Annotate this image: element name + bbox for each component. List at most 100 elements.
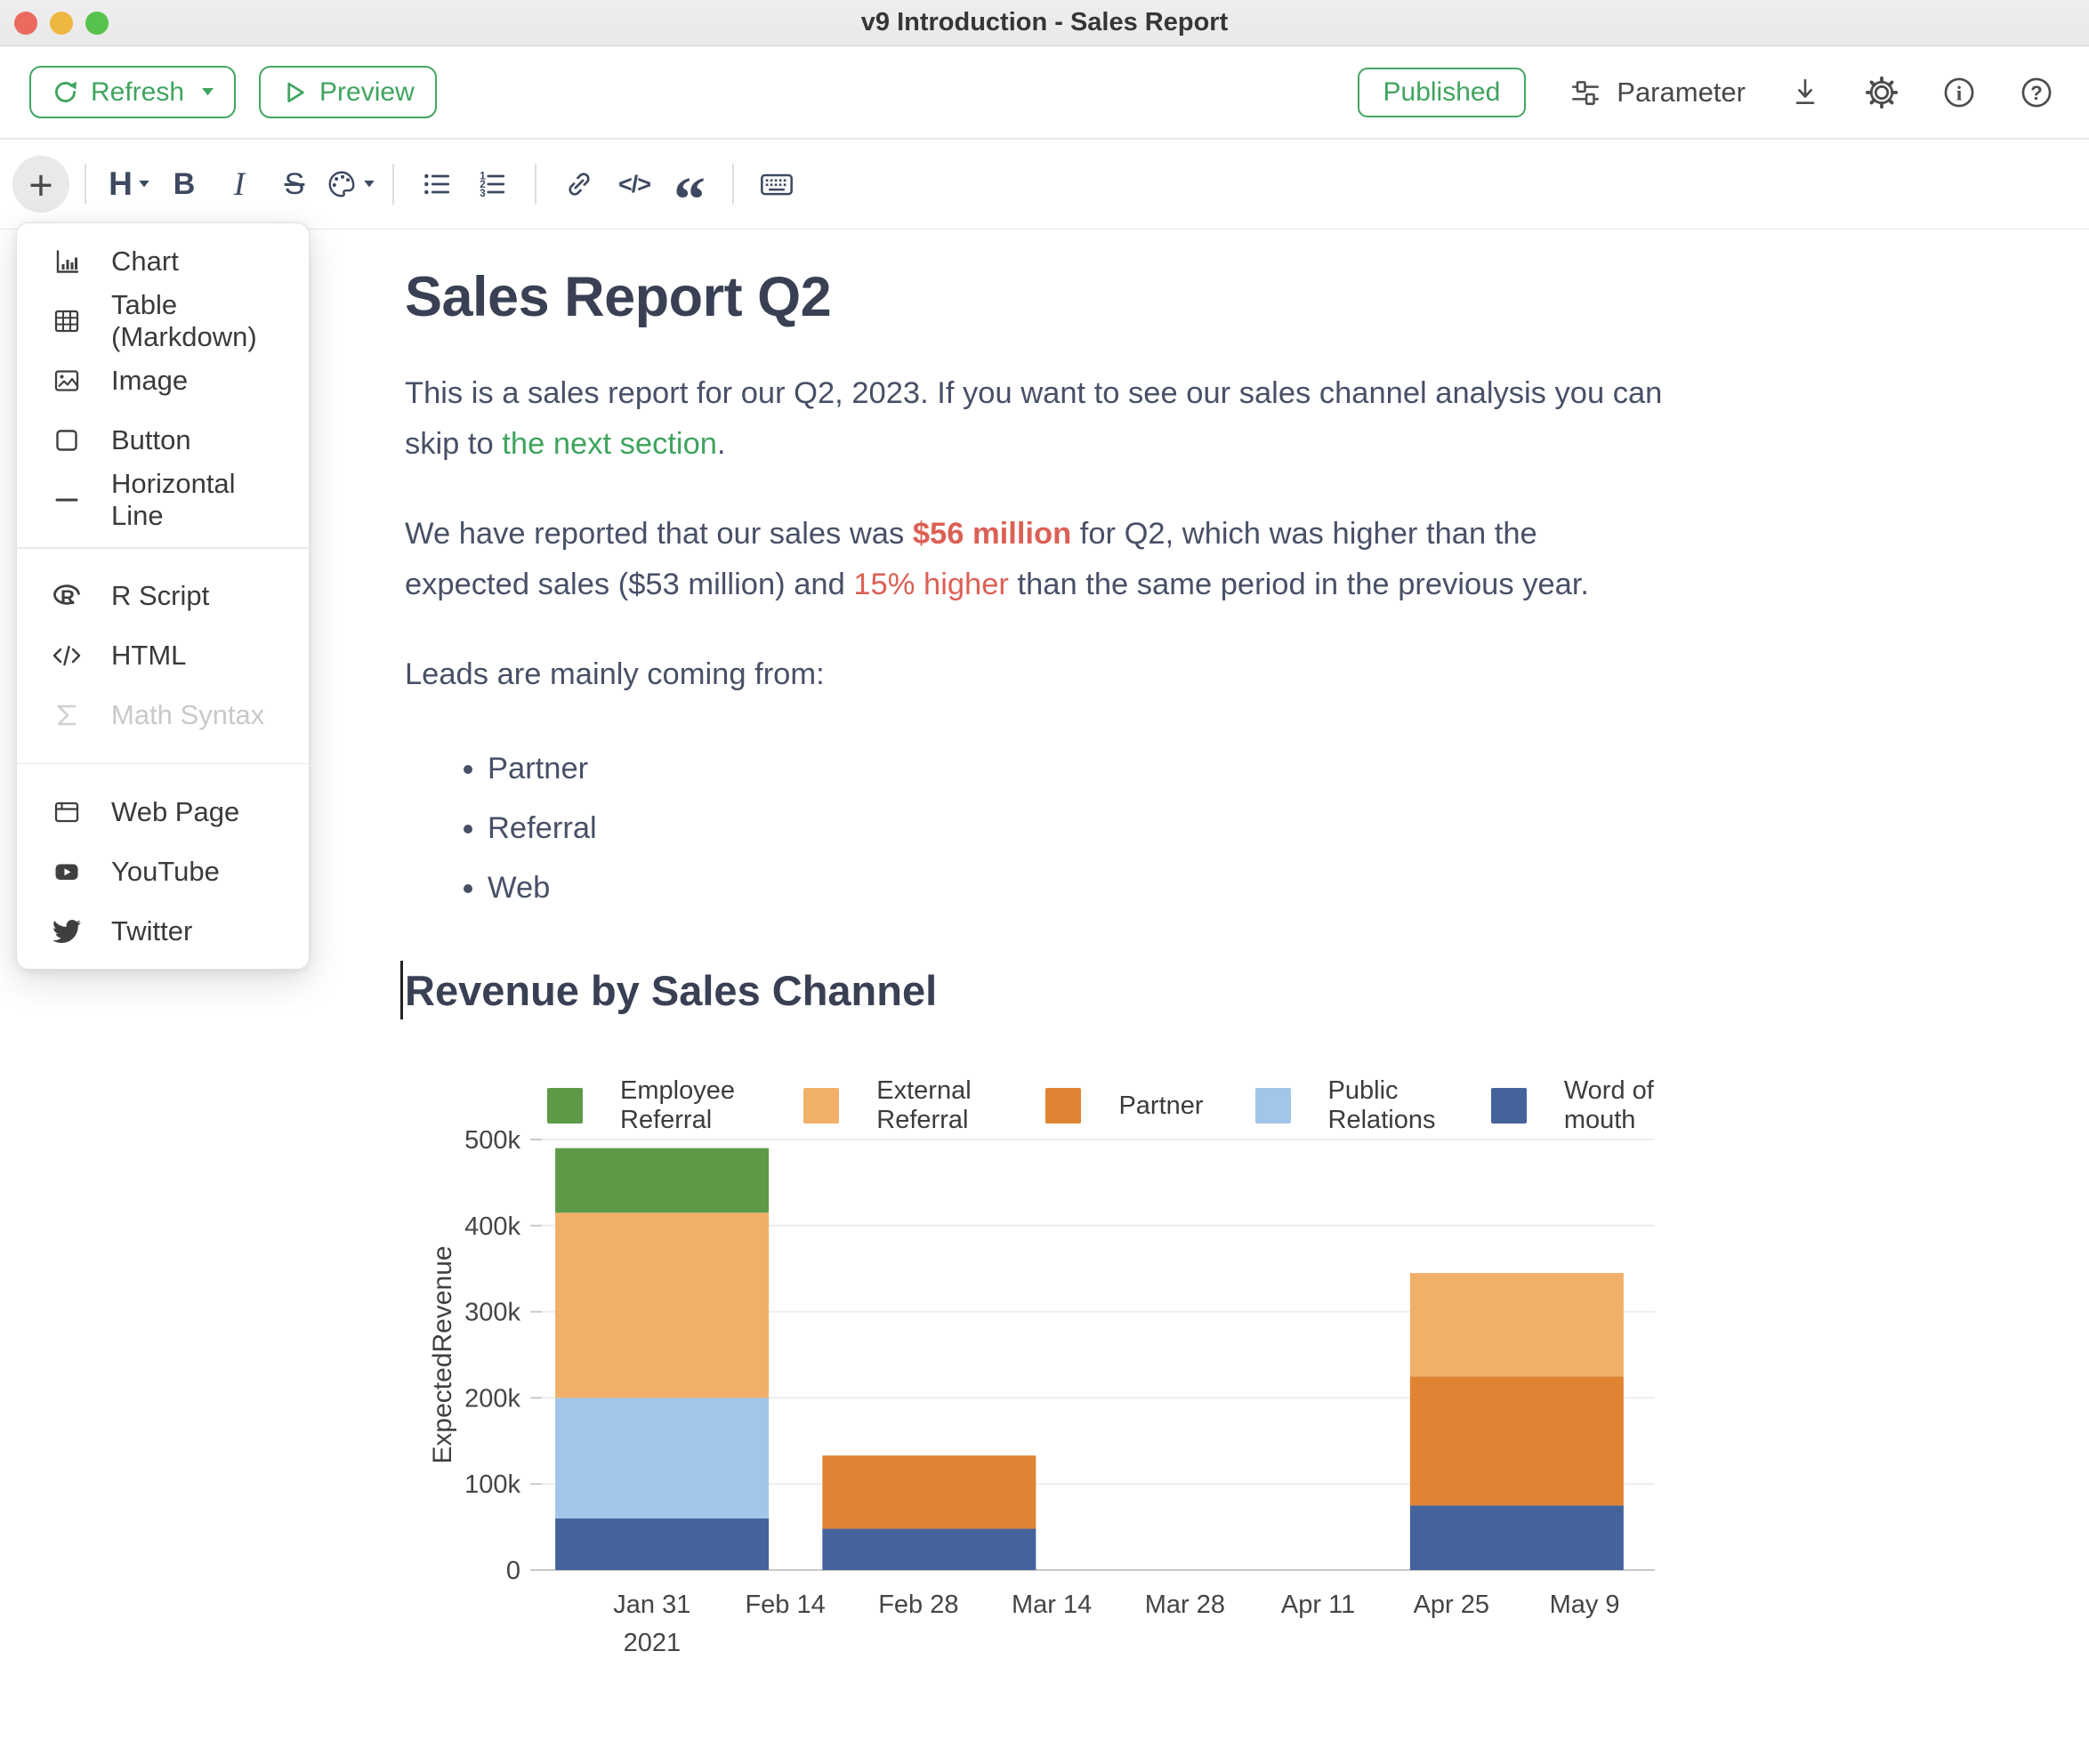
inline-link[interactable]: the next section [502,427,717,461]
window-title: v9 Introduction - Sales Report [860,8,1229,36]
text-run: . [716,427,726,461]
format-toolbar: + H B I S 1 2 3 [0,140,2089,231]
keyboard-shortcuts-button[interactable] [749,156,804,213]
menu-item-horizontal-line[interactable]: Horizontal Line [17,468,309,531]
bullet-list-icon [424,173,450,195]
gear-icon [1865,76,1899,109]
titlebar: v9 Introduction - Sales Report [0,0,2089,46]
svg-text:May 9: May 9 [1550,1591,1620,1619]
svg-text:3: 3 [480,188,486,199]
published-button[interactable]: Published [1357,67,1527,117]
menu-item-table[interactable]: Table (Markdown) [17,289,309,352]
strikethrough-button[interactable]: S [267,156,322,213]
svg-text:200k: 200k [464,1384,520,1413]
toolbar-divider [85,164,86,205]
preview-button[interactable]: Preview [259,66,437,118]
text-run: This is a sales report for our Q2, 2023.… [405,376,1663,410]
svg-text:2021: 2021 [624,1629,682,1657]
list-item[interactable]: Web [488,858,1793,918]
menu-item-r-script[interactable]: R R Script [17,567,309,626]
paragraph[interactable]: This is a sales report for our Q2, 2023.… [405,368,1793,470]
help-button[interactable]: ? [2020,76,2053,109]
list-item[interactable]: Referral [488,799,1793,858]
insert-button[interactable]: + [12,156,69,213]
menu-item-label: Math Syntax [111,699,265,730]
italic-button[interactable]: I [212,156,267,213]
svg-text:Mar 28: Mar 28 [1145,1591,1225,1619]
legend-swatch [1045,1088,1082,1124]
window-controls [14,12,109,35]
bold-button[interactable]: B [157,156,212,213]
legend-label: Word of mouth [1563,1076,1654,1134]
text-color-button[interactable] [322,156,377,213]
italic-icon: I [233,165,246,203]
svg-text:400k: 400k [464,1212,520,1241]
download-button[interactable] [1789,77,1821,109]
code-icon [50,640,84,671]
paragraph[interactable]: Leads are mainly coming from: [405,657,825,691]
bullet-list-button[interactable] [409,156,464,213]
svg-text:300k: 300k [464,1299,520,1327]
legend-item: Public Relations [1254,1076,1440,1135]
text-run: skip to [405,427,503,461]
keyboard-icon [761,173,793,196]
horizontal-line-icon [50,485,84,515]
text-run: We have reported that our sales was [405,517,913,551]
menu-item-html[interactable]: HTML [17,626,309,686]
sigma-icon [50,700,84,730]
section-heading[interactable]: Revenue by Sales Channel [400,961,937,1019]
settings-button[interactable] [1865,76,1899,109]
top-toolbar: Refresh Preview Published Parameter [0,46,2089,140]
menu-divider [17,547,309,549]
chevron-down-icon [202,88,214,96]
plus-icon: + [28,160,53,208]
legend-label: External Referral [876,1076,972,1134]
svg-text:i: i [1956,82,1963,105]
stacked-bar-plot: 0 100k 200k 300k 400k 500k ExpectedRevenue Jan … [428,1131,1655,1657]
menu-item-button[interactable]: Button [17,410,309,470]
list-item[interactable]: Partner [488,739,1793,799]
close-icon[interactable] [14,12,37,35]
text-run: than the same period in the previous yea… [1008,568,1590,601]
minimize-icon[interactable] [50,12,73,35]
numbered-list-button[interactable]: 1 2 3 [464,156,520,213]
chevron-down-icon [139,181,149,188]
toolbar-divider [392,164,394,205]
text-run: for Q2, which was higher than the [1071,517,1537,551]
svg-text:Apr 11: Apr 11 [1281,1591,1355,1619]
menu-item-image[interactable]: Image [17,350,309,410]
revenue-chart: Employee Referral External Referral Partne… [405,1076,1664,1721]
menu-item-twitter[interactable]: Twitter [17,901,309,961]
toolbar-divider [535,164,536,205]
help-icon: ? [2021,77,2052,107]
menu-item-chart[interactable]: Chart [17,231,309,291]
web-page-icon [50,797,84,827]
document-editor[interactable]: Sales Report Q2 This is a sales report f… [400,230,1793,1721]
play-icon [287,82,304,102]
heading-button[interactable]: H [101,156,157,213]
quote-button[interactable]: “ [662,156,717,231]
paragraph[interactable]: We have reported that our sales was $56 … [405,509,1793,610]
preview-label: Preview [319,77,415,107]
emphasis-text: 15% higher [853,568,1009,601]
code-button[interactable]: </> [607,156,662,213]
menu-item-youtube[interactable]: YouTube [17,842,309,901]
link-button[interactable] [552,156,607,213]
menu-item-label: Web Page [111,795,240,827]
strikethrough-icon: S [284,166,305,201]
parameter-button[interactable]: Parameter [1569,77,1746,109]
menu-item-label: R Script [111,580,210,611]
document-title[interactable]: Sales Report Q2 [405,266,832,328]
bullet-list[interactable]: Partner Referral Web [405,739,1793,918]
refresh-button[interactable]: Refresh [29,66,237,118]
svg-text:100k: 100k [464,1470,520,1499]
zoom-icon[interactable] [85,12,109,35]
heading-icon: H [109,165,133,202]
link-icon [569,173,590,196]
legend-swatch [1490,1088,1527,1124]
menu-item-math-syntax: Math Syntax [17,686,309,745]
info-button[interactable]: i [1942,76,1976,109]
menu-item-web-page[interactable]: Web Page [17,782,309,842]
parameter-label: Parameter [1617,76,1746,108]
legend-swatch [803,1088,840,1124]
